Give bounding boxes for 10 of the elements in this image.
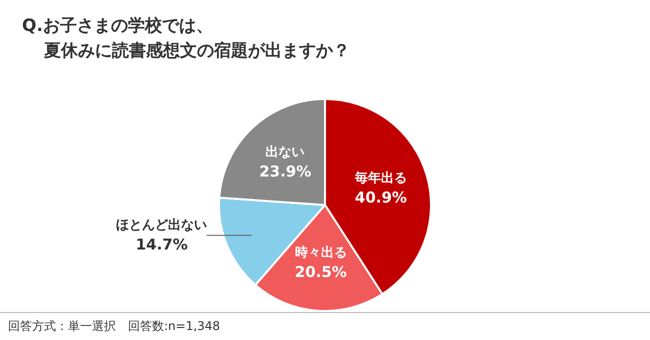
data-label: 14.7% bbox=[136, 235, 188, 254]
slice-label: 時々出る bbox=[294, 246, 347, 261]
slice-label: ほとんど出ない bbox=[116, 218, 208, 233]
chart-title: Q.お子さまの学校では、夏休みに読書感想文の宿題が出ますか？ bbox=[22, 15, 350, 63]
slice-label: 毎年出る bbox=[354, 170, 407, 186]
text: 回答方式：単一選択 回答数:n=1,348 bbox=[8, 318, 220, 335]
data-label: 23.9% bbox=[259, 162, 312, 180]
data-label: 20.5% bbox=[294, 263, 347, 282]
data-label: 40.9% bbox=[354, 188, 407, 206]
slice-label: 出ない bbox=[266, 144, 305, 160]
